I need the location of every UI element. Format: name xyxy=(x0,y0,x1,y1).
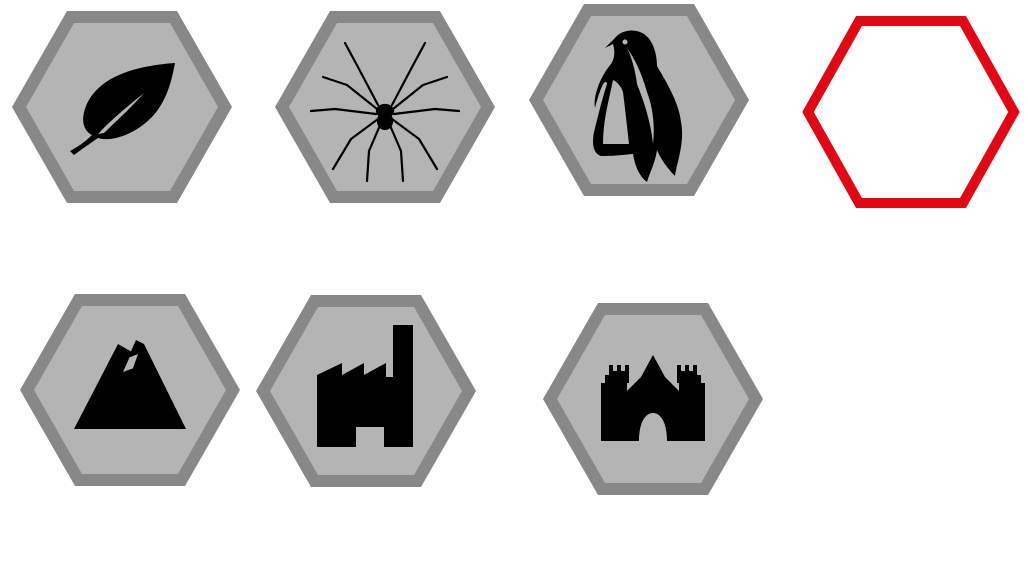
hex-tile-mountain[interactable] xyxy=(20,294,240,486)
factory-icon xyxy=(317,325,413,447)
hex-tile-mountain-shape xyxy=(20,294,240,486)
hex-tile-castle-shape xyxy=(543,303,763,495)
hex-tile-penguin[interactable] xyxy=(529,4,749,196)
empty-hex-outline xyxy=(802,16,1020,208)
spider-icon xyxy=(309,41,461,183)
hex-tile-factory-shape xyxy=(256,295,476,487)
hex-tile-spider-shape xyxy=(275,11,495,203)
hex-tile-penguin-shape xyxy=(529,4,749,196)
hex-tile-leaf[interactable] xyxy=(12,11,232,203)
hex-tile-castle[interactable] xyxy=(543,303,763,495)
leaf-icon xyxy=(70,63,175,155)
mountain-lightning-icon xyxy=(74,340,186,429)
castle-icon xyxy=(601,355,705,441)
hex-tile-spider[interactable] xyxy=(275,11,495,203)
hex-slot-empty[interactable] xyxy=(801,16,1021,208)
hex-tile-leaf-shape xyxy=(12,11,232,203)
hex-tile-factory[interactable] xyxy=(256,295,476,487)
penguin-icon xyxy=(593,30,683,182)
